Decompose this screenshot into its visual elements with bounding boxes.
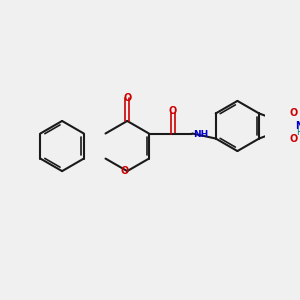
Text: O: O <box>290 134 298 144</box>
Text: O: O <box>123 93 131 103</box>
Text: H: H <box>296 128 300 137</box>
Text: N: N <box>296 121 300 131</box>
Text: NH: NH <box>194 130 209 139</box>
Text: O: O <box>121 166 129 176</box>
Text: O: O <box>169 106 177 116</box>
Text: O: O <box>290 108 298 118</box>
